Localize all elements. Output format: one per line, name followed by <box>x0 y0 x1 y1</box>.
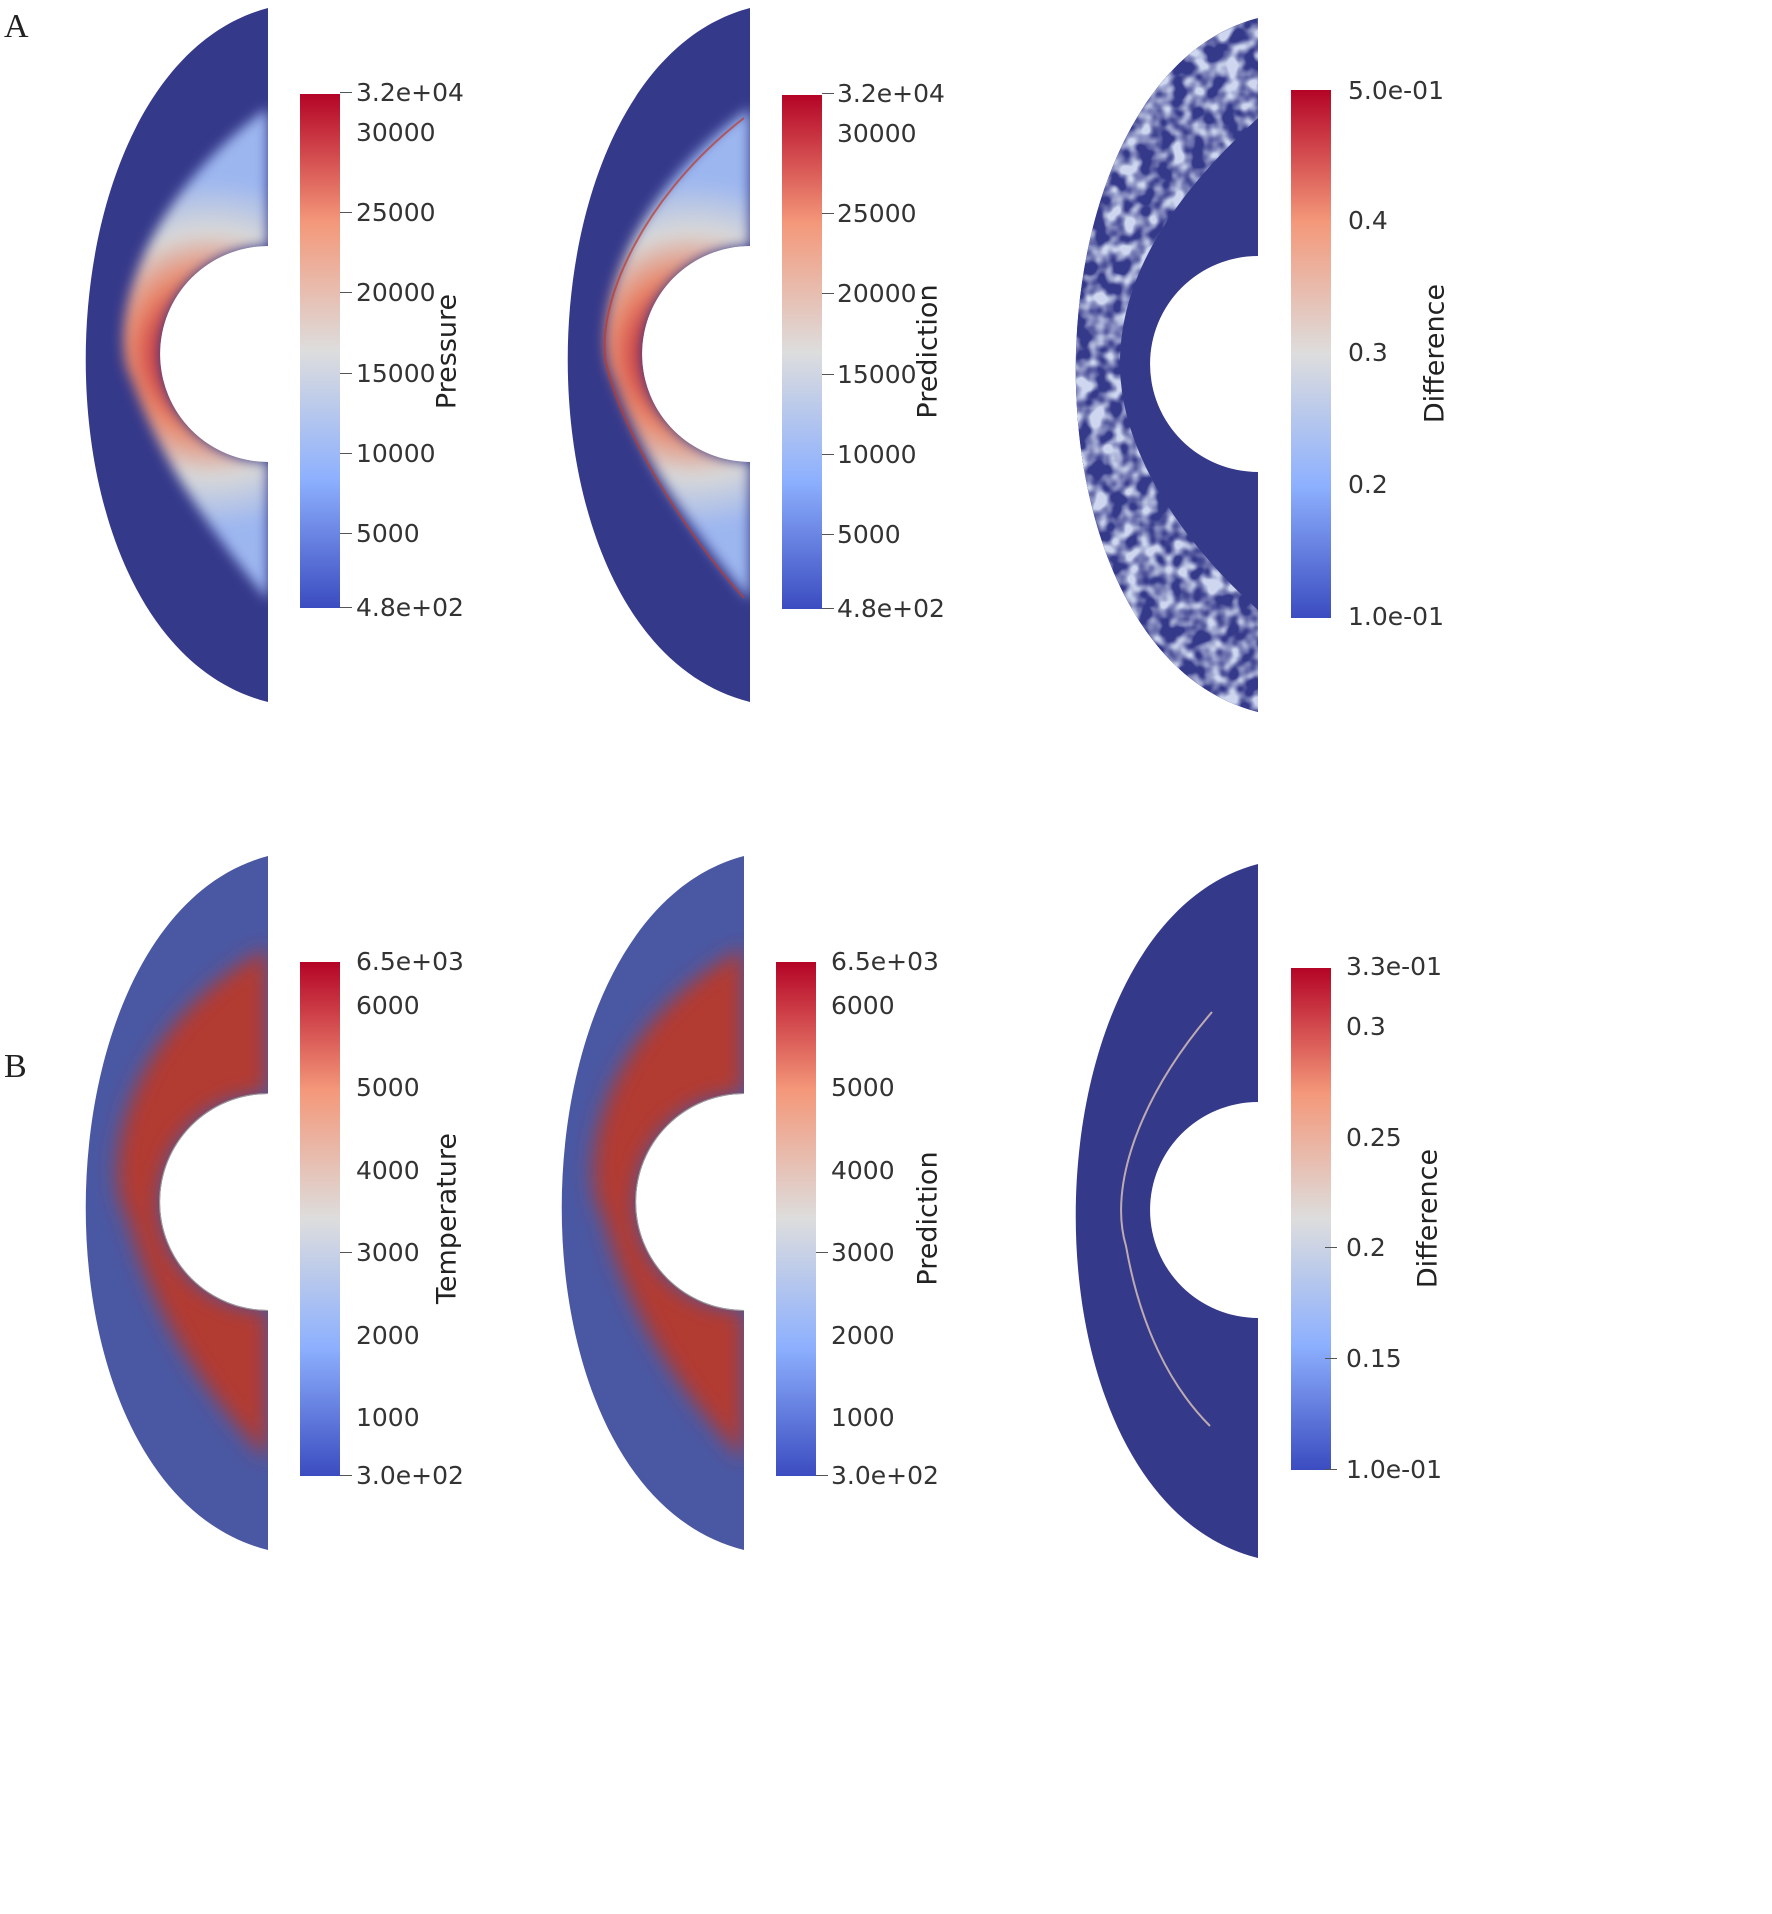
temperature-prediction-tickmark <box>816 1475 828 1476</box>
temperature-prediction-tick-5000: 5000 <box>831 1073 895 1102</box>
temperature-difference-tick-0.2: 0.2 <box>1346 1233 1386 1262</box>
pressure-prediction-tickmark <box>822 374 834 375</box>
pressure-difference-tick-0.4: 0.4 <box>1348 206 1388 235</box>
pressure-tick-5000: 5000 <box>356 519 420 548</box>
temperature-prediction-tickmark <box>816 1252 828 1253</box>
temperature-prediction-field-plot <box>561 856 744 1550</box>
pressure-field-plot <box>85 8 268 702</box>
temperature-tick-2000: 2000 <box>356 1321 420 1350</box>
pressure-prediction-tick-20000: 20000 <box>837 279 917 308</box>
temperature-tickmark <box>340 1475 352 1476</box>
pressure-tick-20000: 20000 <box>356 278 436 307</box>
pressure-prediction-colorbar <box>782 95 822 609</box>
temperature-prediction-tick-min: 3.0e+02 <box>831 1461 939 1490</box>
temperature-difference-tick-min: 1.0e-01 <box>1346 1455 1442 1484</box>
temperature-difference-tick-0.3: 0.3 <box>1346 1012 1386 1041</box>
pressure-tick-25000: 25000 <box>356 198 436 227</box>
temperature-field-plot <box>85 856 268 1550</box>
pressure-difference-tick-max: 5.0e-01 <box>1348 76 1444 105</box>
pressure-tickmark <box>340 92 352 93</box>
pressure-prediction-tick-30000: 30000 <box>837 119 917 148</box>
pressure-prediction-tickmark <box>822 534 834 535</box>
temperature-difference-tick-0.15: 0.15 <box>1346 1344 1402 1373</box>
temperature-difference-colorbar <box>1291 968 1331 1470</box>
pressure-prediction-tick-10000: 10000 <box>837 440 917 469</box>
temperature-difference-field-plot <box>1075 864 1258 1558</box>
pressure-difference-field-plot <box>1075 18 1258 712</box>
pressure-prediction-axis-label: Prediction <box>912 284 944 419</box>
pressure-colorbar <box>300 94 340 608</box>
pressure-tick-30000: 30000 <box>356 118 436 147</box>
temperature-prediction-tick-6000: 6000 <box>831 991 895 1020</box>
temperature-axis-label: Temperature <box>431 1132 463 1305</box>
temperature-difference-tickmark <box>1325 1469 1337 1470</box>
pressure-difference-axis-label: Difference <box>1419 283 1451 424</box>
pressure-tick-10000: 10000 <box>356 439 436 468</box>
pressure-tickmark <box>340 453 352 454</box>
temperature-difference-tickmark <box>1325 1247 1337 1248</box>
pressure-prediction-tick-15000: 15000 <box>837 360 917 389</box>
temperature-prediction-tick-3000: 3000 <box>831 1238 895 1267</box>
pressure-tickmark <box>340 373 352 374</box>
pressure-prediction-tickmark <box>822 454 834 455</box>
pressure-tickmark <box>340 292 352 293</box>
pressure-prediction-tickmark <box>822 213 834 214</box>
pressure-prediction-tickmark <box>822 293 834 294</box>
pressure-prediction-tick-25000: 25000 <box>837 199 917 228</box>
pressure-prediction-tickmark <box>822 608 834 609</box>
pressure-prediction-tick-max: 3.2e+04 <box>837 79 945 108</box>
temperature-prediction-tick-1000: 1000 <box>831 1403 895 1432</box>
temperature-tickmark <box>340 1252 352 1253</box>
pressure-difference-tick-0.3: 0.3 <box>1348 338 1388 367</box>
temperature-prediction-tick-2000: 2000 <box>831 1321 895 1350</box>
temperature-tick-3000: 3000 <box>356 1238 420 1267</box>
panel-letter-a: A <box>4 8 29 45</box>
pressure-prediction-field-plot <box>567 8 750 702</box>
pressure-tick-min: 4.8e+02 <box>356 593 464 622</box>
pressure-prediction-tick-min: 4.8e+02 <box>837 594 945 623</box>
panel-letter-b: B <box>4 1048 27 1085</box>
pressure-axis-label: Pressure <box>431 293 463 410</box>
pressure-tickmark <box>340 533 352 534</box>
temperature-prediction-tick-max: 6.5e+03 <box>831 947 939 976</box>
pressure-prediction-tick-5000: 5000 <box>837 520 901 549</box>
temperature-difference-tick-0.25: 0.25 <box>1346 1123 1402 1152</box>
temperature-tick-4000: 4000 <box>356 1156 420 1185</box>
temperature-difference-axis-label: Difference <box>1412 1148 1444 1289</box>
temperature-tick-5000: 5000 <box>356 1073 420 1102</box>
temperature-prediction-axis-label: Prediction <box>912 1151 944 1286</box>
temperature-difference-tick-max: 3.3e-01 <box>1346 952 1442 981</box>
temperature-tick-1000: 1000 <box>356 1403 420 1432</box>
pressure-difference-tick-0.2: 0.2 <box>1348 470 1388 499</box>
temperature-prediction-tick-4000: 4000 <box>831 1156 895 1185</box>
temperature-tick-6000: 6000 <box>356 991 420 1020</box>
pressure-tick-max: 3.2e+04 <box>356 78 464 107</box>
pressure-tickmark <box>340 212 352 213</box>
pressure-difference-tick-min: 1.0e-01 <box>1348 602 1444 631</box>
temperature-difference-tickmark <box>1325 1358 1337 1359</box>
temperature-tick-max: 6.5e+03 <box>356 947 464 976</box>
pressure-prediction-tickmark <box>822 93 834 94</box>
pressure-tick-15000: 15000 <box>356 359 436 388</box>
pressure-difference-colorbar <box>1291 90 1331 618</box>
temperature-prediction-colorbar <box>776 962 816 1476</box>
temperature-colorbar <box>300 962 340 1476</box>
temperature-tick-min: 3.0e+02 <box>356 1461 464 1490</box>
pressure-tickmark <box>340 607 352 608</box>
